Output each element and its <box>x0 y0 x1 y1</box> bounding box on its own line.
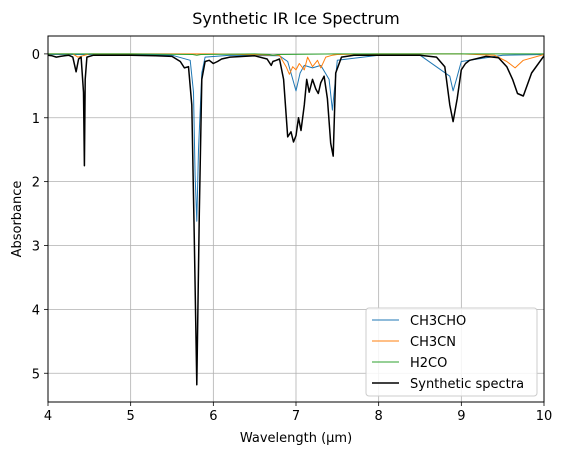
x-tick-label: 7 <box>292 409 300 424</box>
x-tick-label: 10 <box>536 409 553 424</box>
x-tick-label: 9 <box>457 409 465 424</box>
y-tick-label: 4 <box>32 303 40 318</box>
legend-label: CH3CN <box>410 335 456 350</box>
y-tick-label: 0 <box>32 48 40 63</box>
legend-label: Synthetic spectra <box>410 377 524 392</box>
y-tick-label: 1 <box>32 112 40 127</box>
legend-label: CH3CHO <box>410 314 466 329</box>
series-line-ch3cho <box>48 54 545 222</box>
y-tick-label: 2 <box>32 176 40 191</box>
y-tick-label: 3 <box>32 240 40 255</box>
y-axis-label: Absorbance <box>10 181 25 258</box>
x-tick-label: 4 <box>44 409 52 424</box>
axis-ticks: 4 5 6 7 8 9 10 0 1 2 3 4 5 <box>32 48 553 424</box>
x-tick-label: 6 <box>209 409 217 424</box>
x-axis-label: Wavelength (μm) <box>240 431 352 446</box>
x-tick-label: 5 <box>127 409 135 424</box>
x-tick-label: 8 <box>375 409 383 424</box>
legend-label: H2CO <box>410 356 447 371</box>
y-tick-label: 5 <box>32 367 40 382</box>
legend: CH3CHO CH3CN H2CO Synthetic spectra <box>365 307 538 397</box>
series-line-synthetic-spectra <box>47 54 545 386</box>
series-layer <box>47 53 545 386</box>
legend-box <box>365 307 538 397</box>
series-line-h2co <box>48 53 544 56</box>
chart-title: Synthetic IR Ice Spectrum <box>192 9 400 28</box>
